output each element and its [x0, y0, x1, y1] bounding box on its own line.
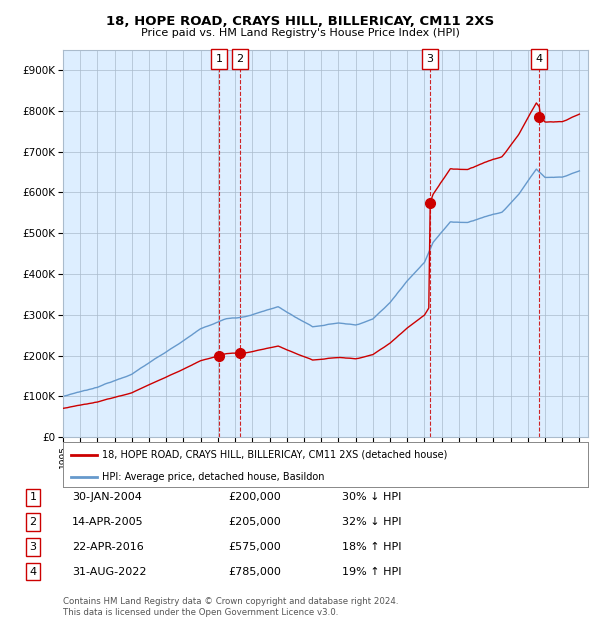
Text: £785,000: £785,000: [228, 567, 281, 577]
Text: 4: 4: [536, 55, 543, 64]
Text: HPI: Average price, detached house, Basildon: HPI: Average price, detached house, Basi…: [103, 472, 325, 482]
Text: 18% ↑ HPI: 18% ↑ HPI: [342, 542, 401, 552]
Text: 22-APR-2016: 22-APR-2016: [72, 542, 144, 552]
Text: 2: 2: [236, 55, 244, 64]
Text: 3: 3: [29, 542, 37, 552]
Text: 31-AUG-2022: 31-AUG-2022: [72, 567, 146, 577]
Text: Contains HM Land Registry data © Crown copyright and database right 2024.
This d: Contains HM Land Registry data © Crown c…: [63, 598, 398, 617]
Text: 18, HOPE ROAD, CRAYS HILL, BILLERICAY, CM11 2XS: 18, HOPE ROAD, CRAYS HILL, BILLERICAY, C…: [106, 15, 494, 28]
Text: 14-APR-2005: 14-APR-2005: [72, 517, 143, 527]
Text: £205,000: £205,000: [228, 517, 281, 527]
Text: 2: 2: [29, 517, 37, 527]
Text: £200,000: £200,000: [228, 492, 281, 502]
Text: 3: 3: [427, 55, 433, 64]
Text: 30-JAN-2004: 30-JAN-2004: [72, 492, 142, 502]
Text: 18, HOPE ROAD, CRAYS HILL, BILLERICAY, CM11 2XS (detached house): 18, HOPE ROAD, CRAYS HILL, BILLERICAY, C…: [103, 450, 448, 459]
Text: 19% ↑ HPI: 19% ↑ HPI: [342, 567, 401, 577]
Text: 30% ↓ HPI: 30% ↓ HPI: [342, 492, 401, 502]
Text: 1: 1: [29, 492, 37, 502]
Text: Price paid vs. HM Land Registry's House Price Index (HPI): Price paid vs. HM Land Registry's House …: [140, 28, 460, 38]
Text: 32% ↓ HPI: 32% ↓ HPI: [342, 517, 401, 527]
Text: 1: 1: [216, 55, 223, 64]
Text: 4: 4: [29, 567, 37, 577]
Text: £575,000: £575,000: [228, 542, 281, 552]
